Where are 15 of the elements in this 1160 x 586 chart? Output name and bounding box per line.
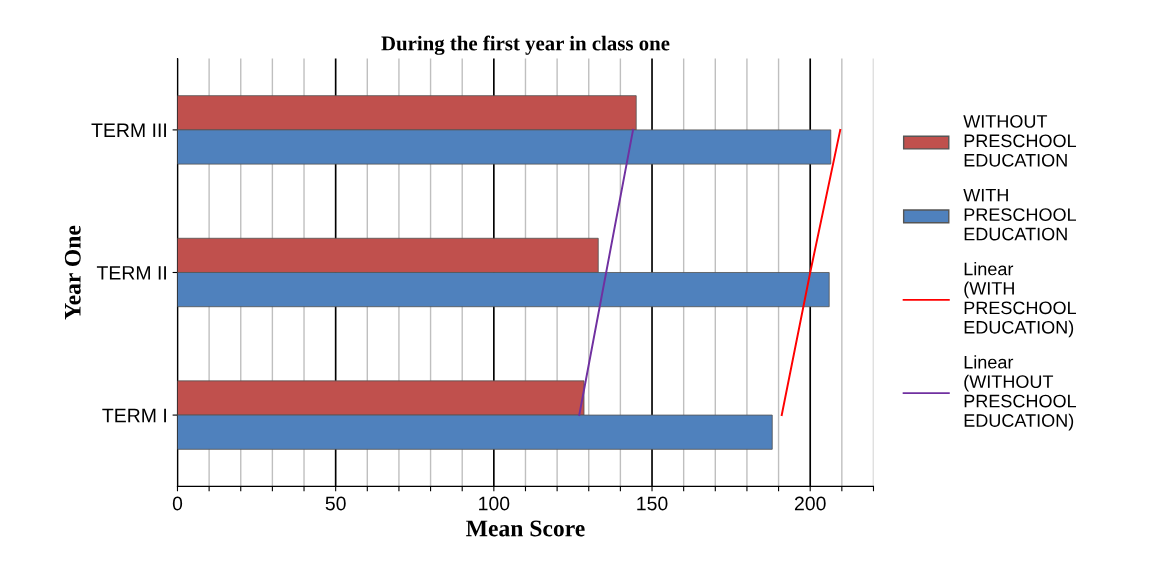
x-tick-label: 100 [479,496,510,511]
x-tick-label: 150 [637,496,668,511]
y-tick-label: TERM III [91,123,166,137]
x-axis-title: Mean Score [466,520,585,537]
legend-label: Linear (WITH PRESCHOOL EDUCATION) [964,262,1077,338]
y-tick-label: TERM II [96,266,166,280]
y-tick-label: TERM I [102,408,166,423]
y-axis-title: Year One [64,225,81,320]
legend-label: WITH PRESCHOOL EDUCATION [963,188,1077,241]
x-tick-label: 50 [325,496,346,511]
x-tick-label: 200 [794,496,826,511]
chart-title: During the first year in class one [381,35,670,55]
legend-label: Linear (WITHOUT PRESCHOOL EDUCATION) [964,355,1077,431]
legend-label: WITHOUT PRESCHOOL EDUCATION [963,114,1077,167]
x-tick-label: 0 [172,496,183,511]
